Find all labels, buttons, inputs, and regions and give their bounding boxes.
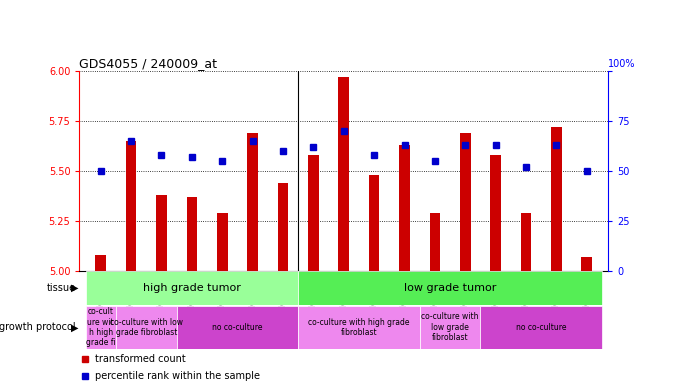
Text: no co-culture: no co-culture: [212, 323, 263, 332]
Text: high grade tumor: high grade tumor: [143, 283, 240, 293]
Bar: [369, 175, 379, 271]
Bar: [419, 306, 480, 349]
Bar: [278, 183, 288, 271]
Bar: [126, 141, 136, 271]
Bar: [187, 197, 197, 271]
Bar: [521, 213, 531, 271]
Text: no co-culture: no co-culture: [516, 323, 567, 332]
Text: GDS4055 / 240009_at: GDS4055 / 240009_at: [79, 57, 218, 70]
Bar: [247, 133, 258, 271]
Bar: [399, 145, 410, 271]
Text: low grade tumor: low grade tumor: [404, 283, 496, 293]
Text: co-culture with low
grade fibroblast: co-culture with low grade fibroblast: [110, 318, 183, 337]
Bar: [480, 306, 602, 349]
Bar: [551, 127, 562, 271]
Text: ▶: ▶: [71, 322, 79, 333]
Bar: [299, 306, 419, 349]
Bar: [86, 271, 299, 305]
Bar: [116, 306, 177, 349]
Text: ▶: ▶: [71, 283, 79, 293]
Bar: [299, 271, 602, 305]
Bar: [217, 213, 227, 271]
Bar: [582, 257, 592, 271]
Text: co-culture with high grade
fibroblast: co-culture with high grade fibroblast: [308, 318, 410, 337]
Text: percentile rank within the sample: percentile rank within the sample: [95, 371, 261, 381]
Bar: [430, 213, 440, 271]
Text: co-cult
ure wit
h high
grade fi: co-cult ure wit h high grade fi: [86, 307, 115, 348]
Bar: [156, 195, 167, 271]
Bar: [86, 306, 116, 349]
Text: co-culture with
low grade
fibroblast: co-culture with low grade fibroblast: [422, 313, 479, 342]
Bar: [460, 133, 471, 271]
Bar: [95, 255, 106, 271]
Text: growth protocol: growth protocol: [0, 322, 76, 333]
Bar: [177, 306, 299, 349]
Text: transformed count: transformed count: [95, 354, 186, 364]
Text: 100%: 100%: [608, 59, 636, 69]
Text: tissue: tissue: [47, 283, 76, 293]
Bar: [339, 77, 349, 271]
Bar: [308, 155, 319, 271]
Bar: [491, 155, 501, 271]
